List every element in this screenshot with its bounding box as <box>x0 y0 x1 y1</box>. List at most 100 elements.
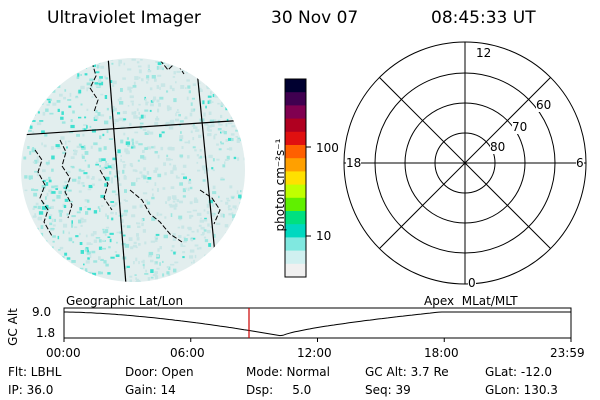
colorbar-tick-label-100: 100 <box>316 141 339 155</box>
speckle <box>147 130 150 134</box>
speckle <box>65 61 69 63</box>
orbit-x-tick-1200: 12:00 <box>297 346 332 360</box>
speckle <box>179 200 183 204</box>
speckle <box>32 131 34 134</box>
speckle <box>40 225 44 229</box>
speckle <box>127 144 130 147</box>
speckle <box>126 137 129 140</box>
speckle <box>51 191 56 194</box>
speckle <box>75 235 79 238</box>
mlt-label-0: 0 <box>468 276 476 290</box>
speckle <box>33 232 37 236</box>
speckle <box>49 205 54 209</box>
speckle <box>150 100 154 103</box>
speckle <box>154 151 158 154</box>
speckle <box>160 146 164 151</box>
speckle <box>200 217 202 220</box>
speckle <box>117 149 121 154</box>
speckle <box>84 268 88 273</box>
speckle <box>145 101 148 106</box>
speckle <box>173 207 177 210</box>
speckle <box>56 195 61 199</box>
speckle <box>22 271 27 273</box>
speckle <box>135 281 140 282</box>
speckle <box>54 185 58 188</box>
speckle <box>29 86 32 90</box>
speckle <box>212 94 215 98</box>
speckle <box>105 213 107 217</box>
speckle <box>84 151 89 155</box>
speckle <box>122 161 126 163</box>
speckle <box>183 176 187 180</box>
speckle <box>191 261 193 264</box>
speckle <box>175 175 178 179</box>
speckle <box>130 146 134 149</box>
speckle <box>220 141 222 143</box>
speckle <box>228 68 233 71</box>
speckle <box>170 170 174 174</box>
speckle <box>41 206 47 210</box>
speckle <box>220 142 224 145</box>
speckle <box>99 76 103 79</box>
speckle <box>36 80 38 83</box>
speckle <box>49 191 53 195</box>
speckle <box>246 277 249 281</box>
speckle <box>128 151 130 154</box>
seq-info: Seq: 39 <box>365 383 411 397</box>
speckle <box>168 61 172 65</box>
speckle <box>28 269 31 273</box>
speckle <box>82 133 85 137</box>
speckle <box>155 117 160 121</box>
speckle <box>26 77 31 81</box>
speckle <box>144 273 149 275</box>
speckle <box>80 217 84 221</box>
speckle <box>231 77 235 82</box>
speckle <box>176 199 180 203</box>
speckle <box>196 247 200 250</box>
speckle <box>137 159 140 162</box>
speckle <box>175 118 180 122</box>
speckle <box>198 82 201 84</box>
speckle <box>58 210 63 213</box>
speckle <box>177 109 179 111</box>
speckle <box>178 114 181 117</box>
orbit-x-tick-1800: 18:00 <box>424 346 459 360</box>
speckle <box>172 239 176 241</box>
speckle <box>31 238 33 243</box>
speckle <box>79 232 81 236</box>
speckle <box>218 195 220 199</box>
speckle <box>120 213 125 215</box>
speckle <box>214 89 217 93</box>
speckle <box>133 241 137 245</box>
speckle <box>39 96 43 99</box>
speckle <box>204 170 206 174</box>
speckle <box>84 73 88 76</box>
speckle <box>203 236 207 239</box>
speckle <box>246 268 248 271</box>
speckle <box>144 131 149 135</box>
speckle <box>202 179 206 182</box>
speckle <box>178 235 182 238</box>
speckle <box>85 234 88 238</box>
speckle <box>226 64 230 68</box>
speckle <box>62 151 66 154</box>
speckle <box>91 129 96 133</box>
speckle <box>39 120 44 122</box>
speckle <box>95 237 101 239</box>
speckle <box>31 71 36 73</box>
orbit-x-tick-2359: 23:59 <box>550 346 585 360</box>
speckle <box>159 246 162 250</box>
speckle <box>236 247 240 252</box>
speckle <box>185 63 190 67</box>
speckle <box>207 133 211 137</box>
speckle <box>172 233 176 237</box>
speckle <box>231 60 235 63</box>
orbit-x-tick-0000: 00:00 <box>46 346 81 360</box>
speckle <box>72 178 77 182</box>
speckle <box>232 79 236 83</box>
speckle <box>132 85 137 88</box>
speckle <box>143 175 147 180</box>
speckle <box>91 176 95 179</box>
speckle <box>42 169 46 173</box>
speckle <box>27 66 30 71</box>
